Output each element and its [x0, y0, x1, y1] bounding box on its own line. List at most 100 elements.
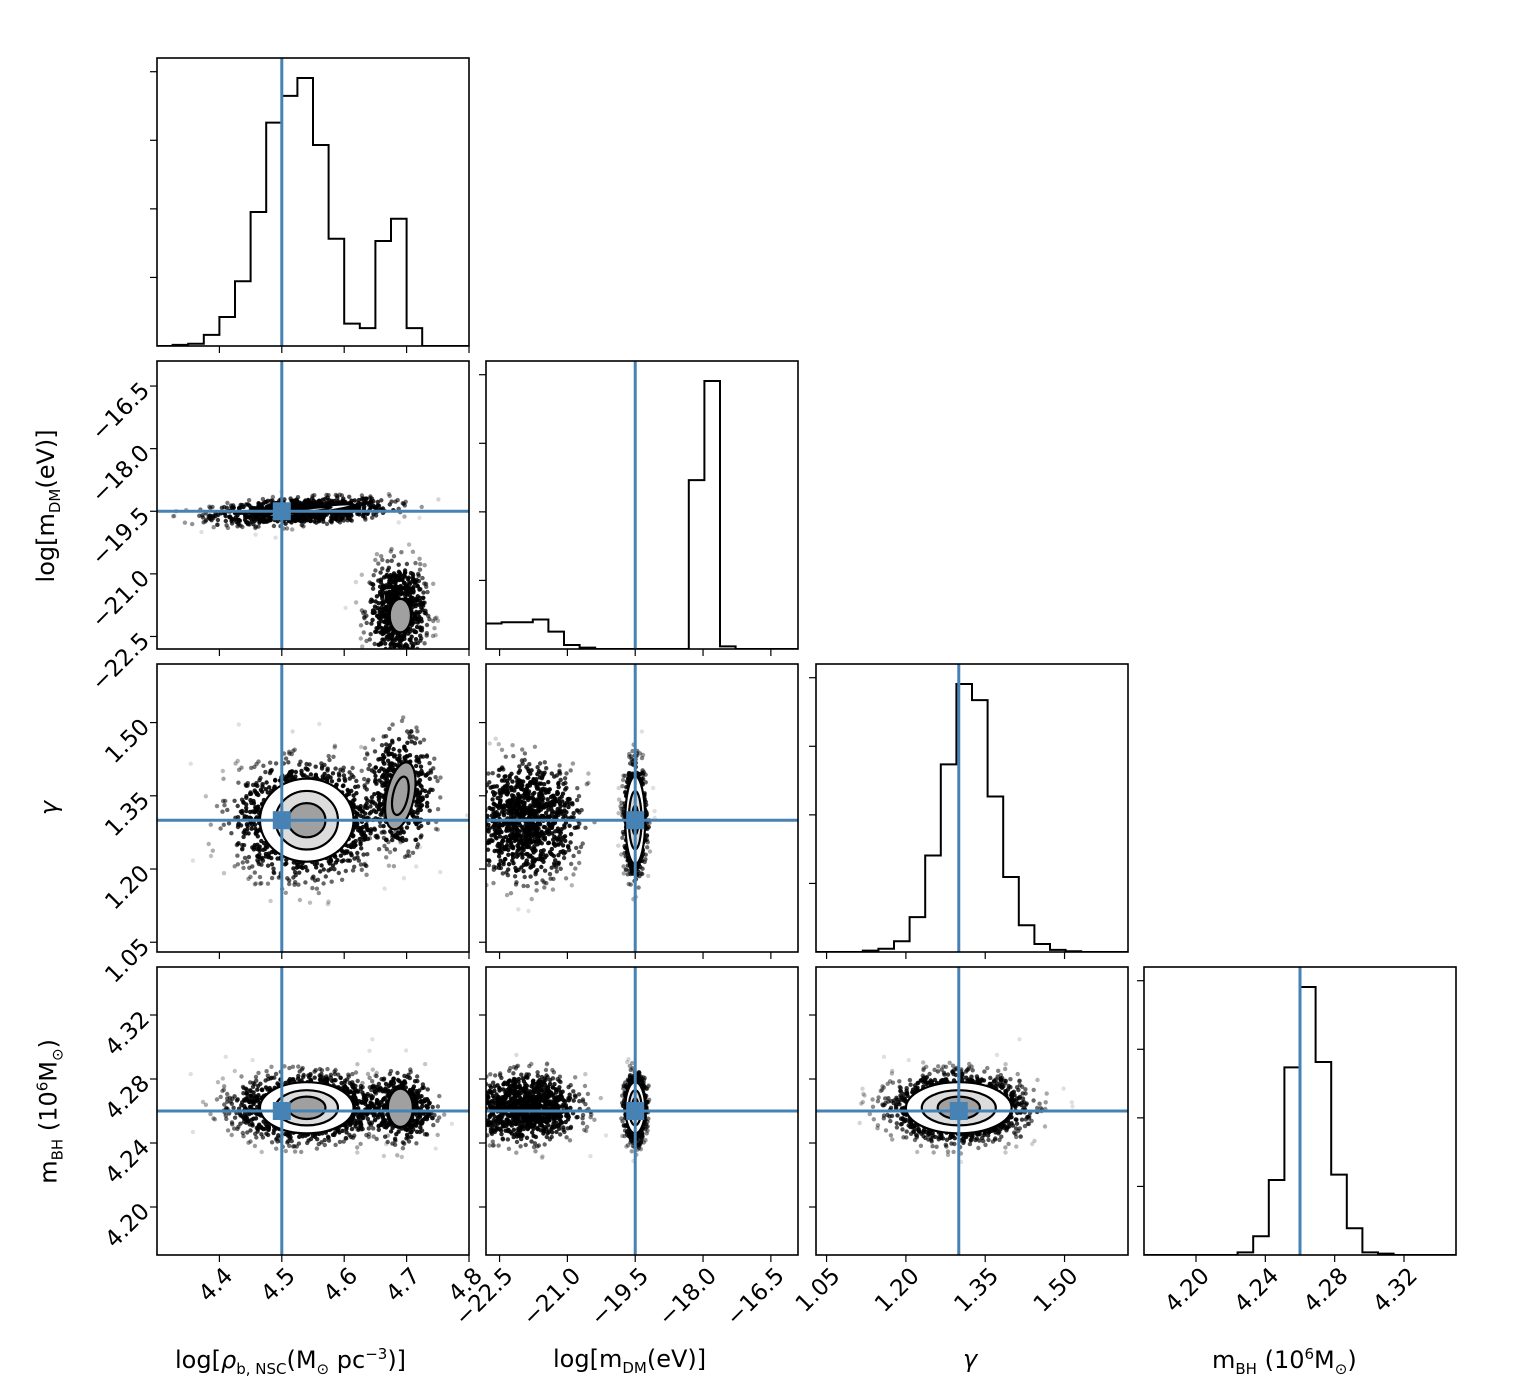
sample-point	[544, 881, 549, 886]
sample-point	[404, 561, 410, 567]
sample-point	[568, 768, 573, 773]
sample-point	[385, 621, 391, 626]
sample-point	[580, 841, 585, 846]
sample-point	[236, 780, 241, 785]
sample-point	[414, 577, 419, 583]
sample-point	[284, 526, 290, 531]
sample-point	[312, 493, 317, 498]
sample-point	[347, 776, 352, 781]
sample-point	[401, 501, 406, 506]
sample-point	[315, 877, 321, 882]
sample-point	[350, 765, 355, 771]
sample-point	[522, 751, 528, 756]
sample-point	[246, 831, 251, 836]
sample-point	[497, 844, 502, 849]
sample-point	[287, 749, 292, 754]
sample-point	[532, 835, 537, 840]
sample-point	[414, 736, 419, 741]
sample-point	[413, 763, 419, 769]
sample-point	[362, 616, 367, 621]
sample-point	[351, 793, 356, 798]
sample-point	[253, 532, 258, 537]
sample-point	[240, 502, 245, 508]
sample-point	[479, 820, 483, 824]
sample-point	[507, 776, 512, 781]
sample-point	[537, 840, 542, 845]
sample-point	[364, 638, 369, 644]
sample-point	[327, 757, 332, 763]
sample-point	[473, 848, 477, 852]
sample-point	[479, 829, 483, 833]
sample-point	[257, 518, 262, 523]
sample-point	[470, 786, 474, 790]
sample-point	[419, 784, 424, 789]
sample-point	[390, 765, 395, 771]
sample-point	[498, 793, 503, 799]
sample-point	[318, 869, 323, 874]
sample-point	[512, 874, 518, 879]
sample-point	[241, 834, 246, 840]
sample-point	[523, 834, 529, 839]
sample-point	[188, 761, 193, 766]
sample-point	[349, 513, 354, 518]
sample-point	[379, 554, 384, 559]
sample-point	[549, 771, 554, 776]
sample-point	[324, 512, 329, 517]
sample-point	[296, 882, 301, 887]
sample-point	[422, 563, 427, 568]
sample-point	[373, 568, 378, 573]
sample-point	[387, 502, 392, 507]
sample-point	[271, 869, 276, 875]
sample-point	[317, 721, 322, 727]
sample-point	[368, 632, 373, 637]
sample-point	[532, 810, 537, 816]
sample-point	[358, 813, 363, 818]
sample-point	[367, 762, 372, 768]
sample-point	[370, 515, 375, 520]
sample-point	[513, 837, 519, 843]
sample-point	[494, 836, 499, 841]
sample-point	[533, 848, 538, 853]
sample-point	[293, 518, 298, 524]
sample-point	[363, 496, 369, 502]
sample-point	[264, 519, 269, 524]
sample-point	[552, 774, 557, 779]
sample-point	[523, 841, 529, 847]
sample-point	[244, 805, 249, 811]
sample-point	[569, 883, 574, 888]
sample-point	[292, 747, 297, 752]
sample-point	[323, 874, 328, 879]
sample-point	[407, 581, 413, 587]
sample-point	[229, 518, 234, 524]
sample-point	[400, 591, 405, 596]
sample-point	[283, 890, 288, 895]
sample-point	[340, 783, 346, 789]
sample-point	[410, 667, 414, 671]
sample-point	[520, 828, 525, 833]
sample-point	[575, 808, 580, 813]
sample-point	[244, 795, 249, 800]
sample-point	[503, 754, 508, 759]
sample-point	[401, 585, 406, 590]
sample-point	[420, 575, 425, 581]
sample-point	[343, 849, 348, 854]
sample-point	[410, 549, 416, 554]
sample-point	[549, 808, 555, 813]
sample-point	[383, 617, 389, 623]
sample-point	[405, 576, 411, 582]
sample-point	[261, 501, 266, 506]
sample-point	[364, 825, 369, 831]
sample-point	[330, 863, 336, 868]
sample-point	[269, 862, 275, 867]
sample-point	[413, 560, 418, 566]
sample-point	[571, 853, 576, 859]
sample-point	[224, 505, 230, 510]
sample-point	[400, 654, 404, 658]
sample-point	[260, 513, 265, 519]
sample-point	[621, 864, 626, 869]
sample-point	[522, 874, 527, 880]
sample-point	[566, 804, 571, 810]
sample-point	[571, 872, 576, 877]
sample-point	[396, 569, 402, 574]
sample-point	[372, 749, 378, 754]
